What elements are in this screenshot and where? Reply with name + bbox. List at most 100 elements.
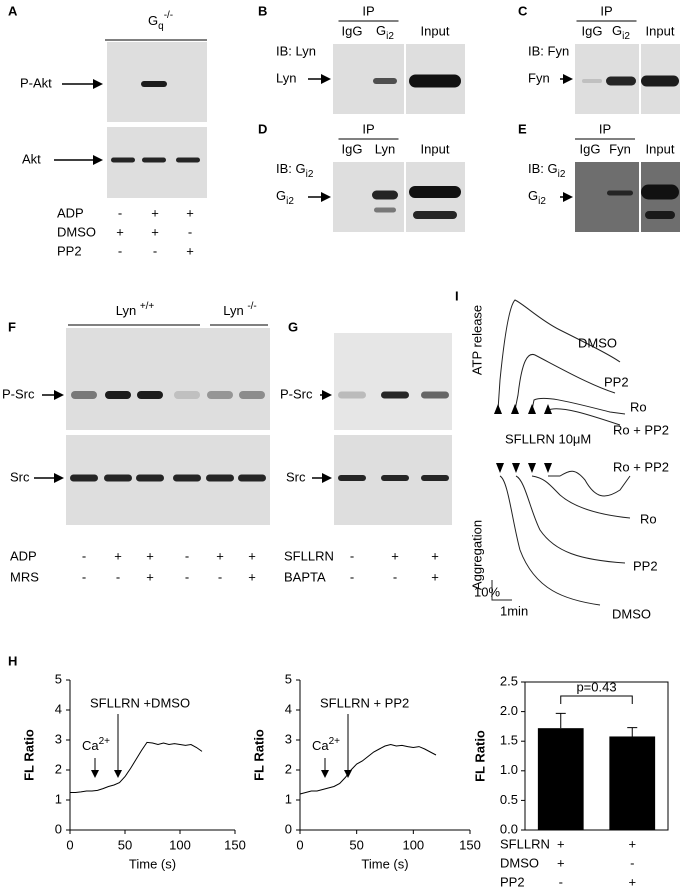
arrow-head	[563, 74, 573, 84]
band	[207, 391, 233, 399]
label: -	[185, 548, 189, 563]
label: ADP	[10, 548, 37, 563]
label: Gq-/-	[148, 10, 173, 32]
panel-label: A	[8, 3, 18, 18]
label: DMSO	[57, 224, 96, 239]
atp-trace	[514, 353, 616, 411]
label: +	[248, 569, 256, 584]
text-part: IB: G	[528, 161, 558, 176]
y-axis-title: FL Ratio	[472, 730, 487, 782]
y-tick-label: 1.5	[500, 733, 518, 748]
band	[373, 78, 397, 84]
label: +	[116, 224, 124, 239]
y-tick-label: 0.0	[500, 821, 518, 836]
label: +	[248, 548, 256, 563]
label: +	[146, 548, 154, 563]
text-part: Ca	[312, 738, 329, 753]
data-line	[70, 741, 203, 793]
text-part: G	[612, 23, 622, 38]
label: Lyn	[276, 70, 296, 85]
aggregation-trace	[499, 475, 601, 606]
band	[239, 391, 265, 399]
label: +	[628, 836, 636, 851]
blot	[66, 328, 270, 430]
band	[641, 184, 679, 200]
band	[238, 474, 266, 482]
label: SFLLRN	[500, 836, 550, 851]
superscript: +/+	[140, 301, 155, 312]
panel-label: H	[8, 653, 17, 668]
subscript: i2	[386, 31, 394, 42]
band	[105, 391, 131, 399]
panel-label: C	[518, 3, 528, 18]
band	[606, 76, 636, 86]
label: BAPTA	[284, 569, 326, 584]
label: Ro + PP2	[613, 422, 669, 437]
band	[421, 475, 449, 481]
y-tick-label: 1	[285, 791, 292, 806]
label: Input	[421, 23, 450, 38]
label: +	[146, 569, 154, 584]
label: -	[393, 569, 397, 584]
band	[409, 186, 461, 198]
band	[374, 207, 396, 213]
panel-label: E	[518, 121, 527, 136]
aggregation-trace	[548, 470, 631, 497]
annotation: SFLLRN + PP2	[320, 695, 409, 710]
atp-trace	[547, 408, 621, 426]
stimulus-arrow	[544, 404, 552, 414]
y-tick-label: 0	[285, 821, 292, 836]
annotation: Ca2+	[312, 736, 340, 754]
band	[142, 157, 166, 163]
arrow-head	[322, 390, 332, 400]
label: +	[557, 855, 565, 870]
label: -	[153, 243, 157, 258]
label: Src	[10, 469, 30, 484]
band	[607, 190, 633, 196]
label: Ro	[630, 399, 647, 414]
label: +	[151, 224, 159, 239]
x-tick-label: 150	[459, 837, 481, 852]
label: IP	[362, 3, 374, 18]
arrow-head	[54, 390, 64, 400]
label: DMSO	[612, 606, 651, 621]
aggregation-trace	[515, 475, 626, 564]
label: Fyn	[528, 70, 550, 85]
label: IB: Fyn	[528, 43, 569, 58]
label: Gi2	[528, 188, 546, 206]
band	[582, 79, 602, 83]
plot-frame	[524, 681, 669, 831]
blot	[66, 435, 270, 525]
x-tick-label: 100	[402, 837, 424, 852]
band	[372, 190, 398, 200]
label: +	[114, 548, 122, 563]
bar	[609, 736, 656, 830]
arrow-head	[93, 155, 103, 165]
label: IgG	[342, 23, 363, 38]
label: Lyn -/-	[223, 301, 257, 319]
label: 1min	[500, 603, 528, 618]
label: P-Akt	[20, 75, 52, 90]
label: Fyn	[609, 141, 631, 156]
subscript: i2	[558, 169, 566, 180]
label: -	[188, 224, 192, 239]
data-line	[299, 743, 437, 795]
label: -	[82, 569, 86, 584]
label: PP2	[57, 243, 82, 258]
label: +	[151, 205, 159, 220]
y-tick-label: 2	[285, 761, 292, 776]
label: Input	[421, 141, 450, 156]
label: -	[118, 243, 122, 258]
text-part: G	[376, 23, 386, 38]
x-tick-label: 150	[224, 837, 246, 852]
text-part: Ca	[82, 738, 99, 753]
arrow-head	[321, 770, 329, 778]
bar	[537, 728, 584, 830]
x-tick-label: 50	[349, 837, 363, 852]
label: ATP release	[469, 305, 484, 375]
band	[641, 75, 679, 87]
stimulus-arrow	[494, 404, 502, 414]
label: +	[628, 874, 636, 889]
error-bar	[627, 727, 638, 737]
label: IP	[600, 3, 612, 18]
